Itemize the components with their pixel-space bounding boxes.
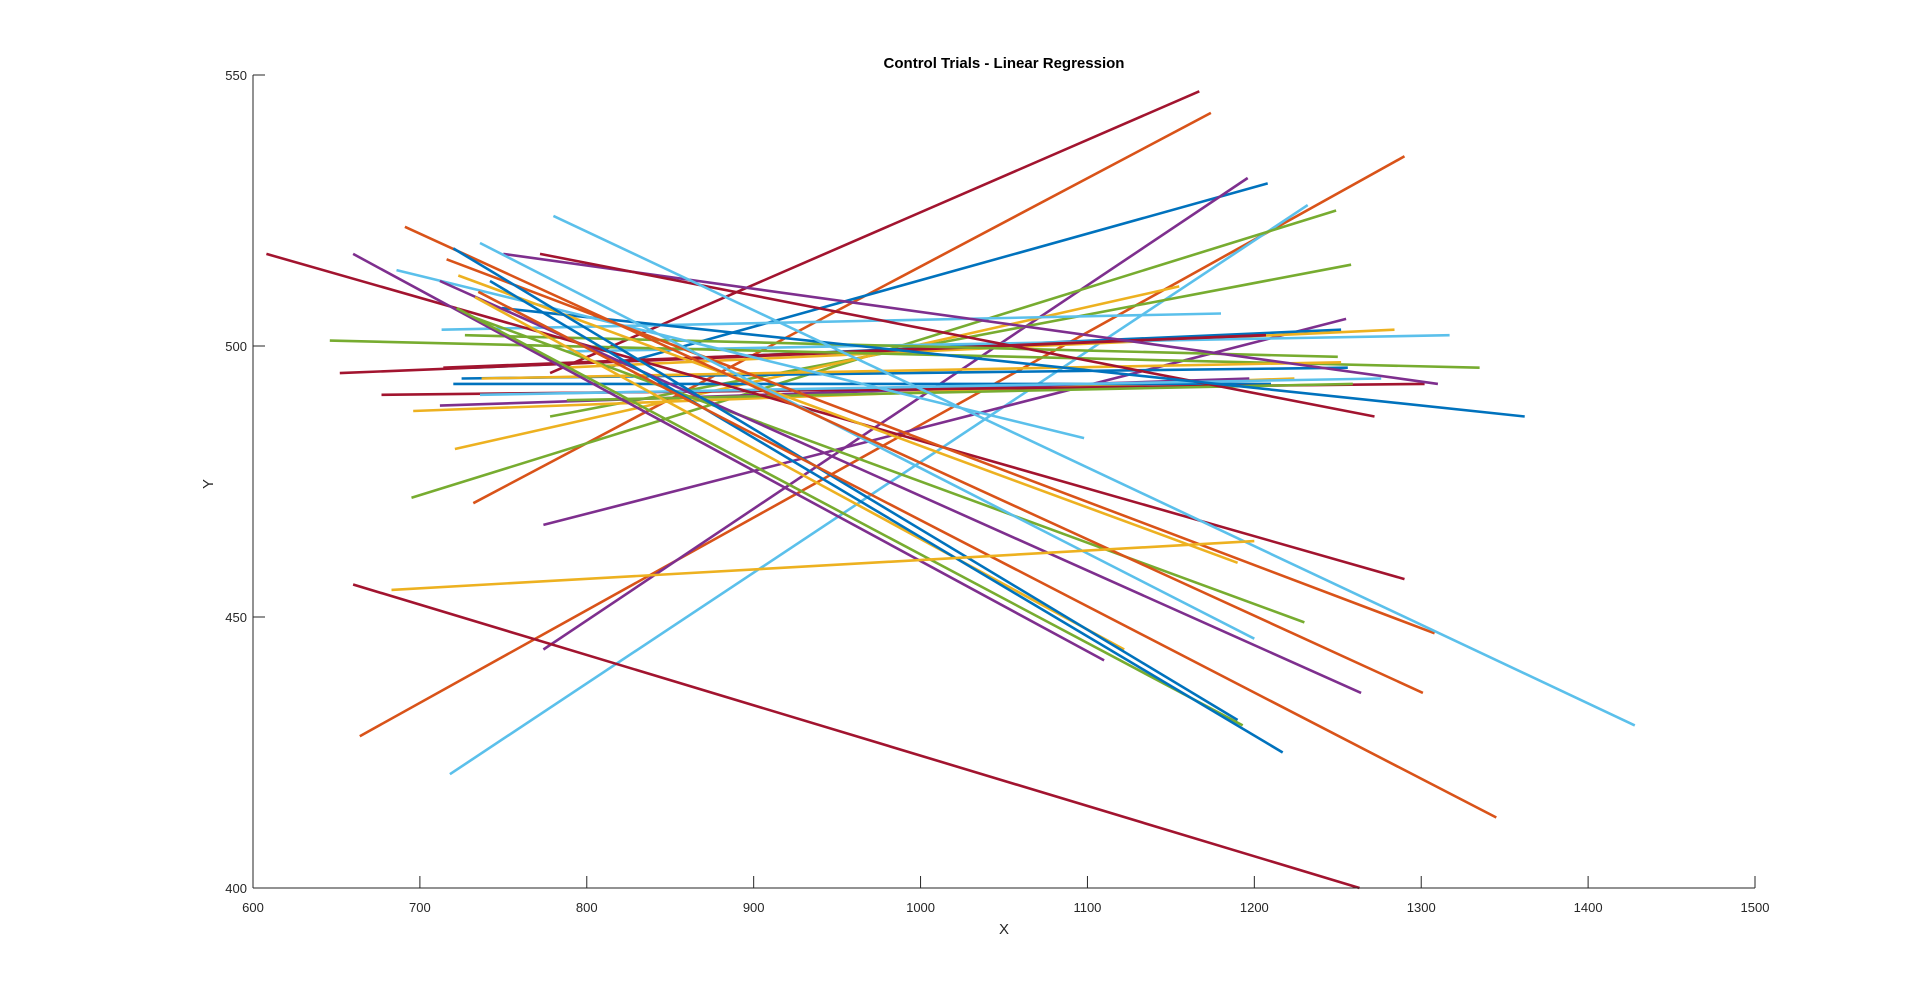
series-line-17 — [464, 333, 1338, 359]
series-line-2 — [472, 111, 1212, 505]
y-tick-label-550: 550 — [225, 68, 247, 83]
series-line-43 — [489, 279, 1284, 754]
y-tick-label-500: 500 — [225, 339, 247, 354]
series-line-28 — [539, 252, 1375, 418]
x-tick-label-1200: 1200 — [1240, 900, 1269, 915]
x-tick-label-600: 600 — [242, 900, 264, 915]
x-tick-label-1000: 1000 — [906, 900, 935, 915]
series-line-29 — [501, 306, 1525, 418]
x-axis-label: X — [999, 921, 1009, 938]
x-tick-label-800: 800 — [576, 900, 598, 915]
series-line-20 — [481, 361, 1342, 380]
series-line-6 — [449, 204, 1309, 776]
series-line-40 — [352, 252, 1105, 662]
x-tick-label-700: 700 — [409, 900, 431, 915]
axes: 600 700 800 900 1000 1100 1200 1300 1400 1500 400 4… — [225, 68, 1769, 915]
series-line-30 — [396, 268, 1085, 440]
series-line-42 — [455, 306, 1244, 727]
series-line-26 — [479, 377, 1382, 397]
y-axis-label: Y — [200, 479, 217, 489]
series-line-37 — [439, 279, 1362, 695]
series-line-5 — [542, 176, 1249, 651]
x-tick-label-1300: 1300 — [1407, 900, 1436, 915]
x-tick-label-1100: 1100 — [1073, 900, 1101, 915]
series-line-46 — [352, 583, 1360, 890]
series-line-16 — [339, 333, 1267, 375]
y-tick-label-450: 450 — [225, 610, 247, 625]
x-tick-label-1500: 1500 — [1741, 900, 1770, 915]
series-lines — [266, 90, 1636, 890]
series-line-44 — [477, 290, 1497, 819]
series-line-27 — [503, 252, 1439, 386]
chart-title: Control Trials - Linear Regression — [884, 55, 1125, 72]
series-line-39 — [474, 296, 1125, 651]
series-line-35 — [462, 312, 1305, 624]
x-tick-label-1400: 1400 — [1574, 900, 1603, 915]
series-line-31 — [266, 252, 1405, 581]
series-line-9 — [454, 285, 1180, 451]
x-tick-label-900: 900 — [743, 900, 765, 915]
series-line-11 — [441, 312, 1222, 331]
series-line-3 — [606, 182, 1269, 369]
series-line-33 — [457, 274, 1239, 565]
series-line-36 — [479, 241, 1255, 640]
series-line-38 — [404, 225, 1424, 695]
series-line-41 — [452, 247, 1239, 722]
series-line-34 — [552, 214, 1636, 727]
series-line-45 — [391, 539, 1255, 592]
y-tick-label-400: 400 — [225, 881, 247, 896]
